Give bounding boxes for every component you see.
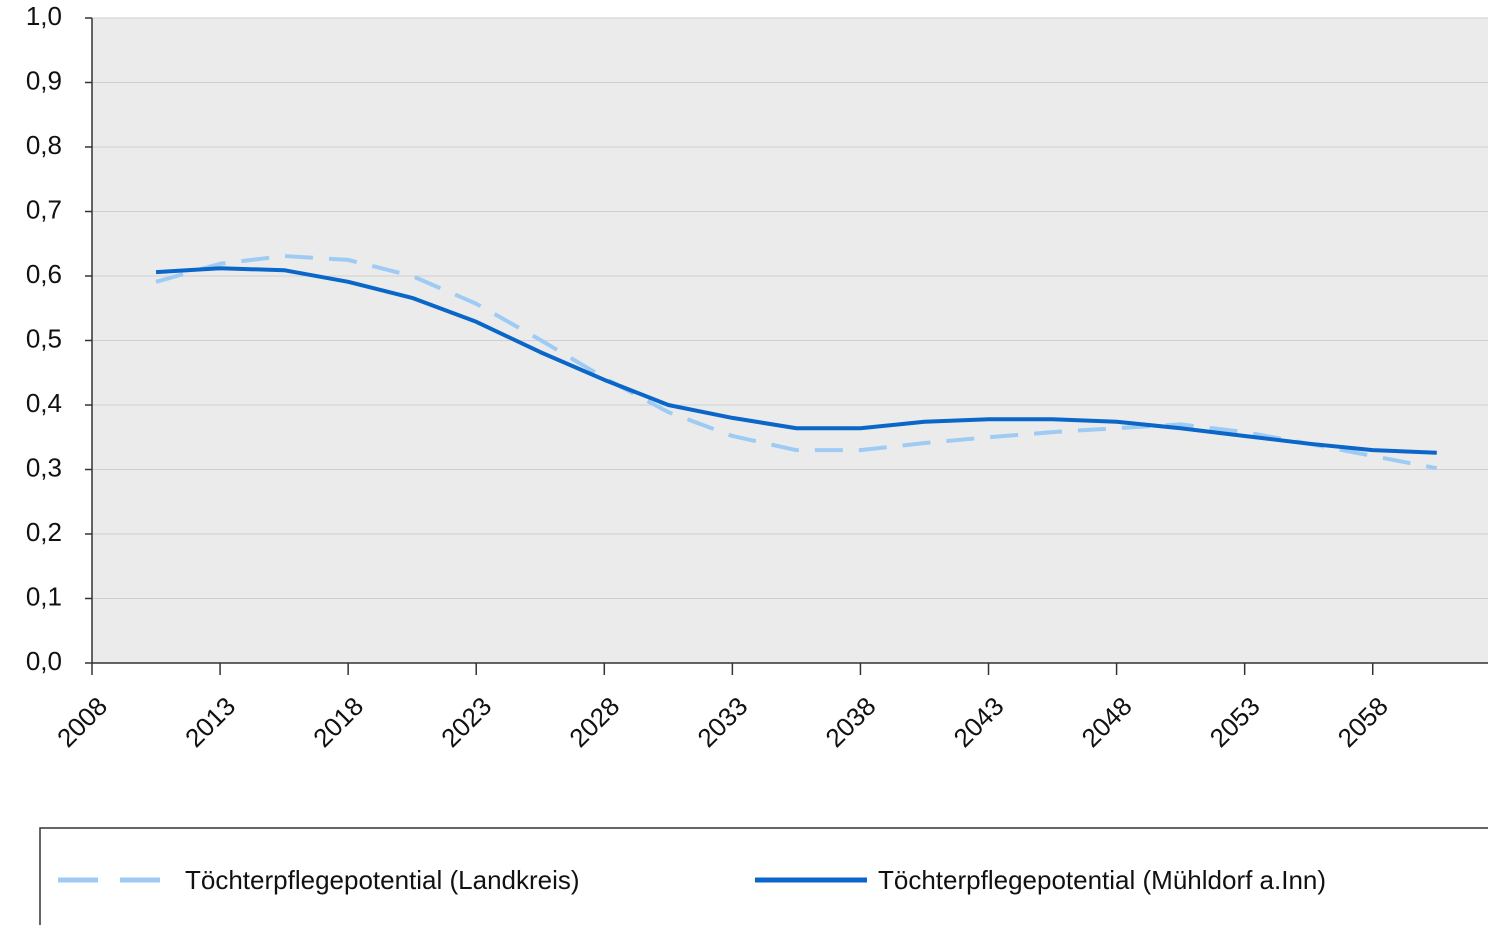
y-tick-label: 0,4 [26,388,62,418]
x-tick-label: 2028 [563,691,625,753]
legend-label: Töchterpflegepotential (Mühldorf a.Inn) [878,865,1326,895]
x-tick-label: 2008 [51,691,113,753]
x-tick-label: 2013 [179,691,241,753]
y-tick-label: 1,0 [26,1,62,31]
y-tick-label: 0,2 [26,517,62,547]
y-tick-label: 0,9 [26,65,62,95]
x-tick-label: 2018 [307,691,369,753]
x-tick-label: 2058 [1332,691,1394,753]
x-tick-label: 2043 [948,691,1010,753]
y-tick-label: 0,5 [26,323,62,353]
y-tick-label: 0,1 [26,581,62,611]
x-tick-label: 2038 [819,691,881,753]
x-tick-label: 2053 [1204,691,1266,753]
y-tick-label: 0,0 [26,646,62,676]
y-tick-label: 0,3 [26,452,62,482]
legend-box [39,827,1488,925]
legend-label: Töchterpflegepotential (Landkreis) [185,865,580,895]
y-tick-label: 0,7 [26,194,62,224]
y-tick-label: 0,8 [26,130,62,160]
x-tick-label: 2048 [1076,691,1138,753]
y-tick-label: 0,6 [26,259,62,289]
series-line [155,254,1438,471]
series-line [155,266,1437,455]
x-tick-label: 2033 [691,691,753,753]
x-tick-label: 2023 [435,691,497,753]
